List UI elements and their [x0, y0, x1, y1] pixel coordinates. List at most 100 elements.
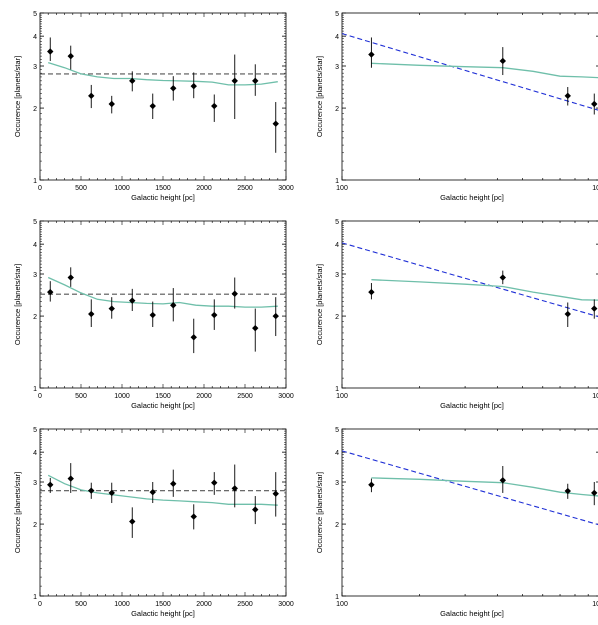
plot-frame [341, 220, 598, 389]
data-point [499, 274, 506, 281]
data-point [564, 487, 571, 495]
data-point [368, 481, 375, 489]
y-axis-label: Occurence [planets/star] [315, 56, 324, 137]
y-tick-label: 5 [33, 427, 37, 434]
data-point [149, 488, 156, 496]
data-point [170, 85, 177, 92]
plot-area [40, 463, 286, 538]
fit-line [342, 242, 598, 318]
y-tick-label: 1 [33, 178, 37, 185]
x-tick-label: 0 [38, 185, 42, 192]
x-axis-label: Galactic height [pc] [440, 401, 504, 410]
model-curve [47, 474, 278, 506]
plot-frame [39, 12, 287, 181]
y-tick-label: 2 [335, 522, 339, 529]
model-curve [47, 276, 278, 308]
fit-line [342, 450, 598, 526]
plot-area [40, 37, 286, 153]
data-point [591, 100, 598, 108]
plot-area [40, 267, 286, 354]
x-axis-label: Galactic height [pc] [440, 193, 504, 202]
model-curve [48, 61, 278, 86]
y-axis-label: Occurence [planets/star] [315, 264, 324, 345]
y-tick-label: 2 [335, 314, 339, 321]
data-point [67, 52, 74, 60]
x-tick-label: 100 [336, 601, 348, 608]
data-point [231, 485, 238, 492]
data-point [149, 311, 156, 319]
y-tick-label: 5 [335, 219, 339, 226]
x-tick-label: 0 [38, 393, 42, 400]
plot-frame [39, 428, 287, 597]
data-point [211, 311, 218, 319]
data-point [88, 310, 95, 318]
y-tick-label: 4 [33, 34, 37, 41]
data-point [231, 77, 238, 85]
x-tick-label: 3000 [278, 185, 294, 192]
y-axis-label: Occurence [planets/star] [13, 56, 22, 137]
data-point [88, 487, 95, 494]
y-tick-label: 5 [335, 427, 339, 434]
data-point [47, 481, 54, 489]
y-tick-label: 1 [33, 386, 37, 393]
y-tick-label: 4 [33, 242, 37, 249]
y-tick-label: 5 [33, 11, 37, 18]
x-tick-label: 2000 [196, 185, 212, 192]
x-tick-label: 100 [336, 185, 348, 192]
x-tick-label: 2000 [196, 393, 212, 400]
data-point [190, 334, 197, 341]
x-tick-label: 2500 [237, 601, 253, 608]
x-tick-label: 0 [38, 601, 42, 608]
data-point [47, 288, 54, 296]
plot-frame [341, 428, 598, 597]
data-point [211, 102, 218, 110]
y-tick-label: 3 [33, 272, 37, 279]
data-point [170, 302, 177, 309]
y-tick-label: 3 [335, 272, 339, 279]
data-point [129, 77, 136, 85]
data-point [368, 288, 375, 296]
y-tick-label: 2 [33, 314, 37, 321]
panel-4: 1 2 3 4 5 100 1000 Galactic height [pc] Occurenc… [315, 219, 598, 410]
y-axis-label: Occurence [planets/star] [13, 264, 22, 345]
panel-3: 1 2 3 4 5 0 500 1000 1500 2000 2500 3000 Galactic he… [13, 219, 294, 410]
y-tick-label: 1 [335, 178, 339, 185]
x-axis-label: Galactic height [pc] [131, 401, 195, 410]
data-point [591, 305, 598, 312]
x-tick-label: 1000 [592, 393, 598, 400]
data-point [67, 475, 74, 482]
y-tick-label: 2 [335, 106, 339, 113]
y-tick-label: 3 [33, 64, 37, 71]
plot-frame [341, 12, 598, 181]
data-point [499, 477, 506, 484]
y-tick-label: 2 [33, 106, 37, 113]
data-point [499, 57, 506, 65]
y-tick-label: 1 [335, 594, 339, 601]
data-point [129, 297, 136, 304]
y-tick-label: 5 [335, 11, 339, 18]
y-tick-label: 4 [335, 34, 339, 41]
x-tick-label: 500 [75, 393, 87, 400]
y-tick-label: 3 [335, 480, 339, 487]
x-tick-label: 500 [75, 185, 87, 192]
x-tick-label: 3000 [278, 601, 294, 608]
panel-2: 1 2 3 4 5 100 1000 Galactic height [pc] Occurenc… [315, 11, 598, 202]
data-point [564, 310, 571, 318]
plot-area [342, 33, 598, 115]
data-point [272, 490, 279, 497]
x-tick-label: 1000 [114, 393, 130, 400]
panel-1: 1 2 3 4 5 0 500 1000 1500 2000 2500 3000 Galactic he… [13, 11, 294, 202]
x-tick-label: 1000 [592, 601, 598, 608]
data-point [252, 324, 259, 332]
fit-line [342, 33, 598, 111]
data-point [272, 120, 279, 127]
data-point [47, 48, 54, 55]
data-point [190, 82, 197, 90]
x-tick-label: 500 [75, 601, 87, 608]
data-point [564, 92, 571, 100]
data-point [129, 518, 136, 525]
model-curve [371, 477, 598, 497]
y-tick-label: 5 [33, 219, 37, 226]
y-axis-label: Occurence [planets/star] [13, 472, 22, 553]
